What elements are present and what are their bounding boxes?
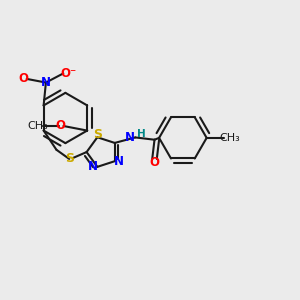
Text: O: O [19, 72, 28, 86]
Text: S: S [93, 128, 102, 142]
Text: O: O [56, 119, 66, 133]
Text: O: O [149, 156, 159, 169]
Text: N: N [88, 160, 98, 173]
Text: CH₃: CH₃ [220, 133, 240, 143]
Text: CH₃: CH₃ [27, 121, 48, 131]
Text: N: N [41, 76, 51, 89]
Text: S: S [65, 152, 74, 165]
Text: N: N [114, 155, 124, 168]
Text: N: N [125, 131, 135, 144]
Text: O⁻: O⁻ [61, 67, 77, 80]
Text: H: H [137, 129, 146, 139]
